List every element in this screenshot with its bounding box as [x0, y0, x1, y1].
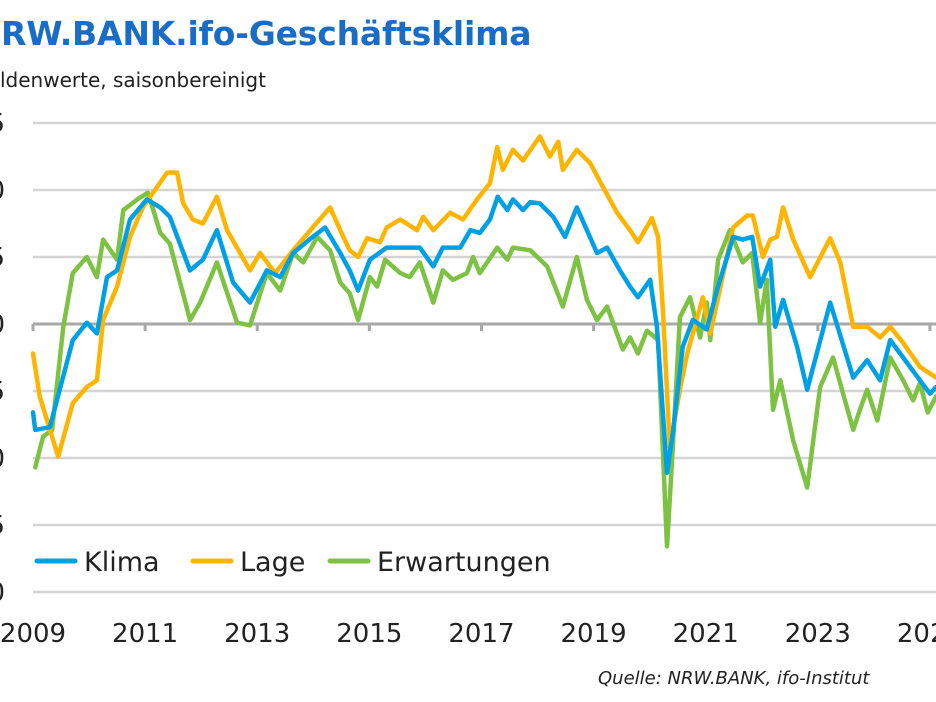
y-tick-label: -20 [0, 578, 5, 608]
y-tick-label: -15 [0, 511, 5, 541]
legend-label: Erwartungen [377, 547, 551, 578]
x-tick-label: 2013 [224, 619, 290, 649]
y-tick-label: 10 [0, 176, 5, 206]
x-tick-label: 2025 [897, 619, 936, 649]
x-tick-label: 2011 [112, 619, 178, 649]
legend-label: Klima [84, 547, 160, 578]
legend-item-erwartungen: Erwartungen [327, 547, 551, 578]
series-line-erwartungen [32, 190, 936, 549]
series-line-klima [30, 194, 936, 475]
x-tick-label: 2015 [336, 619, 402, 649]
legend-label: Lage [240, 547, 305, 578]
x-tick-label: 2009 [0, 619, 66, 649]
x-tick-label: 2021 [673, 619, 739, 649]
series-line-lage [30, 134, 936, 459]
y-tick-label: -10 [0, 444, 5, 474]
chart-subtitle: ldenwerte, saisonbereinigt [0, 68, 266, 92]
legend-item-lage: Lage [190, 547, 305, 578]
legend: Klima Lage Erwartungen [34, 547, 551, 578]
x-tick-label: 2023 [785, 619, 851, 649]
y-tick-label: 15 [0, 109, 5, 139]
y-tick-label: 0 [0, 310, 5, 340]
x-tick-label: 2019 [561, 619, 627, 649]
y-tick-label: 5 [0, 243, 5, 273]
source-note: Quelle: NRW.BANK, ifo-Institut [598, 668, 870, 689]
x-tick-label: 2017 [448, 619, 514, 649]
y-tick-label: -5 [0, 377, 5, 407]
legend-item-klima: Klima [34, 547, 160, 578]
chart-title: RW.BANK.ifo-Geschäftsklima [1, 14, 532, 53]
